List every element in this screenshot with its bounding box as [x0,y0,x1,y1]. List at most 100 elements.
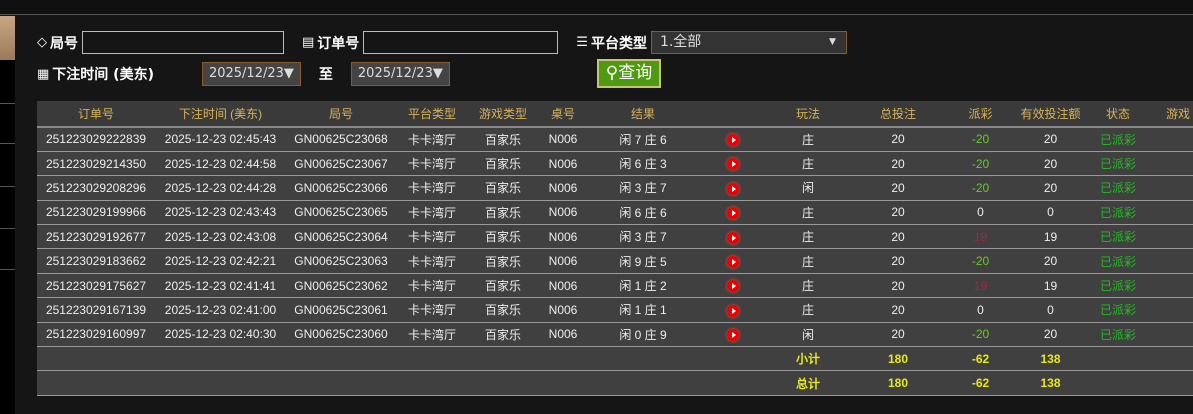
table-cell: 20 [848,224,948,250]
round-input[interactable] [82,31,284,54]
table-cell [538,370,588,396]
table-cell: 180 [848,346,948,372]
table-cell: 总计 [768,370,848,396]
table-cell: N006 [538,297,588,323]
play-replay-icon[interactable] [727,280,739,293]
table-cell: 20 [848,151,948,177]
table-cell: 百家乐 [468,322,538,348]
table-row[interactable]: 251223029192677 2025-12-23 02:43:08 GN0062… [37,224,1193,250]
table-cell: 已派彩 [1088,273,1148,299]
play-replay-icon[interactable] [727,134,739,147]
table-row[interactable]: 251223029160997 2025-12-23 02:40:30 GN0062… [37,322,1193,348]
table-cell [1148,297,1193,323]
table-cell: 0 [1013,200,1088,226]
table-cell: 卡卡湾厅 [396,297,468,323]
round-label: ◇ 局号 [37,35,78,52]
date-from-select[interactable]: 2025/12/23▼ [201,62,301,86]
table-cell: N006 [538,175,588,201]
table-cell: 庄 [768,200,848,226]
table-cell: N006 [538,224,588,250]
table-cell: 闲 6 庄 6 [588,200,698,226]
table-row[interactable]: 251223029183662 2025-12-23 02:42:21 GN0062… [37,248,1193,274]
search-icon: ⚲ [605,63,619,83]
table-cell: 已派彩 [1088,322,1148,348]
table-cell: 251223029222839 [37,127,155,152]
table-cell: GN00625C23066 [286,175,396,201]
table-cell [588,370,698,396]
table-cell: 251223029160997 [37,322,155,348]
grand_total-row: 总计 180 -62 138 [37,370,1193,396]
table-row[interactable]: 251223029222839 2025-12-23 02:45:43 GN0062… [37,127,1193,152]
play-replay-icon[interactable] [727,304,739,317]
table-cell [37,370,155,396]
table-cell: N006 [538,273,588,299]
table-cell: 闲 6 庄 3 [588,151,698,177]
query-button[interactable]: ⚲查询 [597,59,661,88]
table-cell: 百家乐 [468,248,538,274]
calendar-icon: ▦ [37,66,50,82]
table-cell [155,346,286,372]
table-cell: 小计 [768,346,848,372]
table-cell: 闲 9 庄 5 [588,248,698,274]
play-replay-icon[interactable] [727,255,739,268]
platform-select[interactable]: 1.全部 ▼ [650,31,847,54]
table-cell [1148,200,1193,226]
table-cell: -20 [948,248,1013,274]
table-row[interactable]: 251223029167139 2025-12-23 02:41:00 GN0062… [37,297,1193,323]
table-cell: -62 [948,346,1013,372]
table-cell: 百家乐 [468,224,538,250]
table-cell: 卡卡湾厅 [396,175,468,201]
table-cell: 251223029175627 [37,273,155,299]
table-cell: -20 [948,175,1013,201]
column-header: 结果 [588,101,698,128]
table-cell: 20 [848,297,948,323]
table-cell: 19 [948,224,1013,250]
table-cell [286,370,396,396]
table-cell: 138 [1013,370,1088,396]
table-cell [1148,175,1193,201]
column-header: 派彩 [948,101,1013,128]
table-cell: 闲 1 庄 1 [588,297,698,323]
table-cell: 闲 [768,175,848,201]
table-row[interactable]: 251223029175627 2025-12-23 02:41:41 GN0062… [37,273,1193,299]
filter-row-2: ▦ 下注时间 (美东) 2025/12/23▼ 至 2025/12/23▼ [37,62,450,86]
table-cell [468,346,538,372]
table-cell [698,175,768,201]
column-header: 有效投注额 [1013,101,1088,128]
date-to-select[interactable]: 2025/12/23▼ [350,62,450,86]
table-cell [588,346,698,372]
table-cell [698,224,768,250]
play-replay-icon[interactable] [727,207,739,220]
play-replay-icon[interactable] [727,182,739,195]
table-row[interactable]: 251223029214350 2025-12-23 02:44:58 GN0062… [37,151,1193,177]
table-cell: GN00625C23062 [286,273,396,299]
table-cell: 庄 [768,224,848,250]
play-replay-icon[interactable] [727,231,739,244]
table-cell: 卡卡湾厅 [396,200,468,226]
table-cell: 庄 [768,127,848,152]
table-cell [698,248,768,274]
table-cell: -20 [948,127,1013,152]
table-cell: 2025-12-23 02:40:30 [155,322,286,348]
bet-table: 订单号 下注时间 (美东) 局号 平台类型 游戏类型 桌号 结果 玩法 总投注 派彩 有效投注额 状态… [37,101,1193,396]
table-row[interactable]: 251223029208296 2025-12-23 02:44:28 GN0062… [37,175,1193,201]
table-cell: 闲 3 庄 7 [588,175,698,201]
table-cell [396,370,468,396]
play-replay-icon[interactable] [727,329,739,342]
table-cell: 20 [1013,127,1088,152]
table-cell: 2025-12-23 02:44:58 [155,151,286,177]
table-cell: GN00625C23064 [286,224,396,250]
table-cell: 0 [948,200,1013,226]
table-cell [698,346,768,372]
sidebar-active-tab[interactable] [0,16,15,60]
table-cell: N006 [538,127,588,152]
order-input[interactable] [363,31,559,54]
table-cell: 卡卡湾厅 [396,151,468,177]
table-cell: 20 [1013,248,1088,274]
table-cell: 卡卡湾厅 [396,127,468,152]
list-icon: ☰ [576,35,588,50]
table-cell: 20 [1013,175,1088,201]
table-row[interactable]: 251223029199966 2025-12-23 02:43:43 GN0062… [37,200,1193,226]
table-cell: 卡卡湾厅 [396,248,468,274]
play-replay-icon[interactable] [727,158,739,171]
